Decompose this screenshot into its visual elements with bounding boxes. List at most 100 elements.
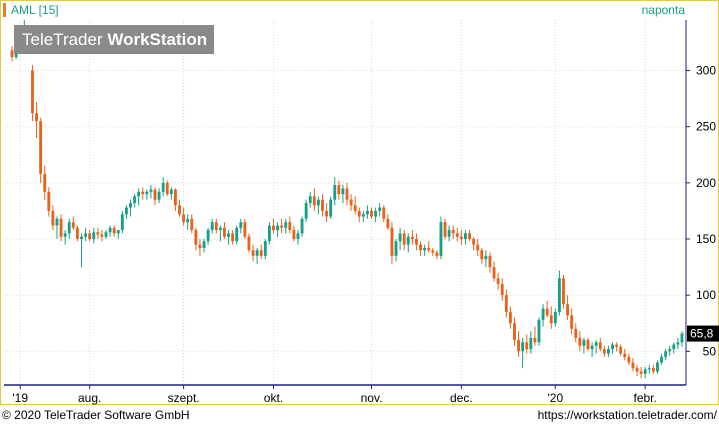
candle-body	[647, 368, 651, 370]
candle	[55, 216, 59, 239]
candle	[300, 216, 304, 237]
candle-body	[206, 230, 210, 242]
candle-body	[194, 230, 198, 245]
candle	[75, 225, 79, 242]
candle	[370, 207, 373, 219]
candle-body	[223, 227, 226, 237]
candle	[500, 278, 504, 301]
candle-body	[182, 214, 186, 223]
candle	[59, 214, 63, 242]
candle	[308, 191, 312, 208]
candle-body	[574, 328, 578, 338]
logo-text-light: TeleTrader	[22, 30, 108, 49]
symbol-label[interactable]: AML [15]	[3, 3, 59, 17]
candle-body	[361, 214, 365, 217]
candle	[104, 230, 108, 239]
candle	[80, 233, 83, 268]
candle	[39, 117, 43, 183]
candle-body	[161, 182, 165, 192]
candle-body	[557, 278, 561, 312]
candle	[206, 227, 210, 245]
candle-body	[43, 173, 47, 192]
candle-body	[602, 349, 606, 354]
candle-body	[639, 371, 643, 374]
candle-body	[607, 349, 610, 354]
candle	[374, 207, 378, 223]
candle-body	[521, 342, 525, 352]
price-chart[interactable]: 300 250 200 150 100 50 '19 aug. szept. okt. nov. de…	[0, 0, 719, 405]
candle	[557, 270, 561, 316]
candle-body	[341, 188, 345, 195]
candle	[137, 188, 141, 206]
candle	[553, 308, 557, 327]
candle-body	[312, 196, 316, 206]
candle	[656, 360, 659, 374]
candle	[517, 331, 520, 357]
candle	[210, 218, 214, 234]
candle	[345, 182, 349, 206]
candle	[504, 289, 508, 318]
candle	[31, 64, 34, 122]
candle	[521, 337, 525, 369]
candle-body	[227, 233, 230, 237]
candle-body	[468, 233, 471, 239]
footer: © 2020 TeleTrader Software GmbH https://…	[0, 405, 719, 425]
candle	[227, 230, 230, 245]
candle-body	[276, 225, 279, 231]
candle-body	[108, 227, 112, 233]
candle-body	[415, 239, 418, 245]
candle	[88, 230, 92, 242]
x-tick-label: '19	[12, 391, 28, 405]
candle-body	[406, 236, 410, 245]
candle-body	[116, 230, 120, 234]
candle	[312, 188, 316, 211]
candle	[623, 349, 627, 361]
candle	[427, 241, 431, 253]
candle-body	[214, 222, 218, 231]
last-value-box	[687, 325, 719, 342]
candle	[272, 218, 275, 234]
candle-body	[398, 233, 402, 242]
candle	[243, 218, 247, 239]
candle-body	[623, 353, 627, 357]
candle	[71, 216, 75, 231]
grid	[4, 20, 686, 385]
candle-body	[586, 340, 590, 350]
candle	[251, 244, 255, 262]
candle-body	[672, 344, 676, 350]
candle	[562, 274, 565, 309]
candle-body	[247, 236, 251, 251]
candle-body	[365, 210, 369, 215]
candle	[582, 337, 586, 354]
candle	[635, 364, 639, 377]
candle-body	[210, 222, 214, 231]
candle	[484, 250, 488, 268]
candle-body	[508, 312, 512, 324]
candle-body	[660, 356, 663, 363]
candle	[92, 227, 96, 244]
candle	[651, 364, 655, 374]
axes: 300 250 200 150 100 50 '19 aug. szept. okt. nov. de…	[4, 20, 719, 405]
candle-body	[459, 236, 463, 239]
candle-body	[668, 349, 672, 352]
candle-body	[656, 362, 659, 372]
candle	[402, 230, 406, 251]
y-tick-label: 50	[703, 344, 717, 358]
candle-body	[104, 232, 108, 237]
candle	[533, 326, 537, 346]
candle-body	[447, 230, 451, 237]
candle-body	[218, 227, 222, 231]
candle-body	[133, 196, 137, 204]
candle-body	[157, 191, 161, 200]
candle-body	[349, 199, 353, 206]
candle	[525, 334, 529, 354]
candle	[664, 349, 668, 361]
y-tick-label: 100	[696, 288, 716, 302]
footer-url[interactable]: https://workstation.teletrader.com/	[537, 408, 717, 422]
candle	[108, 225, 112, 237]
x-tick-label: okt.	[264, 391, 283, 405]
y-tick-label: 200	[696, 176, 716, 190]
candle	[190, 214, 194, 234]
candle-body	[500, 283, 504, 296]
period-label[interactable]: naponta	[641, 3, 685, 17]
